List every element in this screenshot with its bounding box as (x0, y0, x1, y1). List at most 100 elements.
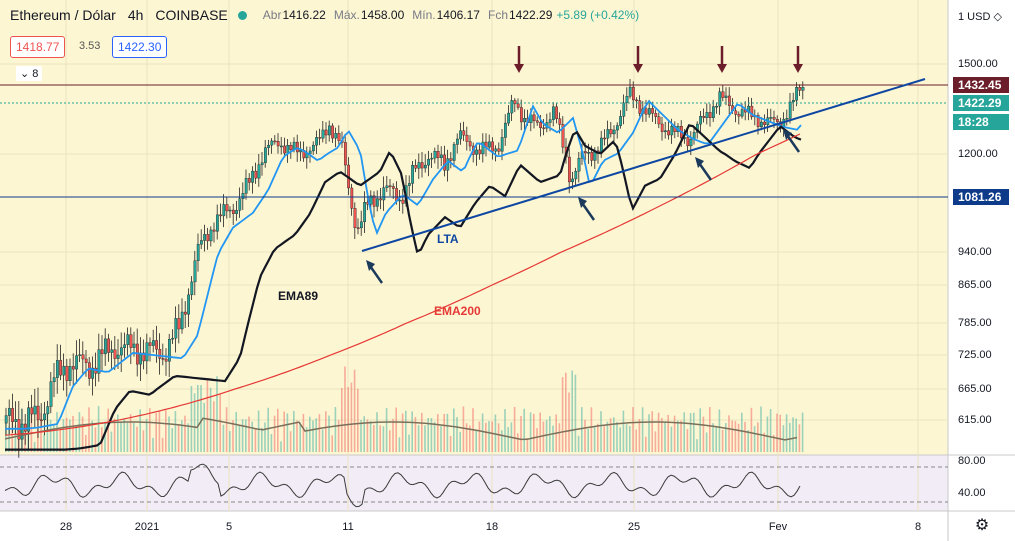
candle-body (145, 342, 149, 362)
indicators-toggle[interactable]: ⌄ 8 (16, 66, 43, 81)
currency-label[interactable]: 1 USD ◇ (958, 11, 1002, 23)
candle-body (587, 152, 591, 154)
candle-body (276, 141, 280, 147)
candle-body (622, 102, 626, 117)
candle-body (520, 107, 523, 123)
candle-body (196, 244, 200, 261)
time-label-2021: 2021 (134, 521, 160, 533)
volume-bar (651, 411, 653, 452)
volume-bar (341, 388, 343, 452)
volume-bar (177, 424, 180, 452)
time-label-18: 18 (485, 521, 499, 533)
ema-short-line (5, 99, 802, 430)
volume-bar (417, 425, 420, 452)
volume-bar (542, 421, 545, 452)
volume-bar (680, 420, 682, 452)
low-value: 1406.17 (436, 8, 480, 22)
volume-bar (545, 419, 548, 452)
candle-body (635, 99, 639, 102)
volume-bar (619, 427, 621, 452)
rsi-line (4, 463, 801, 508)
volume-bar (593, 427, 596, 452)
volume-bar (363, 416, 365, 452)
volume-bar (446, 413, 449, 452)
axis-label-1500: 1500.00 (958, 58, 998, 70)
candle-body (193, 260, 197, 283)
candle-body (382, 187, 386, 201)
volume-ma-line (4, 417, 798, 441)
volume-bar (782, 425, 785, 452)
time-label-28: 28 (59, 521, 73, 533)
candle-body (475, 149, 478, 155)
volume-bar (785, 414, 788, 452)
volume-bar (433, 421, 436, 452)
volume-bar (606, 421, 609, 452)
candle-body (228, 209, 232, 212)
volume-bar (693, 412, 695, 452)
volume-bar (469, 425, 471, 452)
volume-bar (648, 414, 650, 452)
volume-bar (136, 426, 138, 452)
high-label: Máx. (333, 8, 360, 22)
volume-bar (641, 407, 644, 452)
volume-bar (696, 439, 698, 452)
volume-bar (462, 406, 465, 452)
candle-body (123, 344, 127, 348)
candle-body (52, 377, 56, 382)
candle-body (273, 140, 277, 143)
candle-body (97, 349, 101, 374)
volume-bar (453, 408, 455, 452)
volume-bar (523, 408, 525, 452)
candle-body (244, 178, 248, 194)
volume-bar (72, 415, 74, 452)
volume-bar (369, 421, 372, 452)
candle-body (4, 415, 8, 424)
candle-body (427, 158, 430, 166)
candle-body (148, 342, 152, 346)
lta-label: LTA (437, 232, 459, 246)
candle-body (321, 129, 325, 139)
candle-body (222, 204, 226, 217)
volume-bar (353, 369, 356, 452)
volume-bar (437, 414, 439, 452)
volume-bar (654, 431, 657, 452)
sell-button[interactable]: 1418.77 (10, 36, 66, 58)
volume-bar (261, 427, 263, 452)
volume-bar (558, 423, 561, 452)
candle-body (324, 129, 328, 136)
candle-body (110, 349, 114, 353)
volume-bar (245, 419, 247, 452)
volume-bar (379, 425, 381, 452)
volume-bar (318, 414, 321, 452)
candle-body (788, 101, 792, 119)
candle-body (763, 121, 767, 125)
candle-body (619, 116, 623, 126)
volume-bar (59, 428, 61, 452)
volume-bar (638, 418, 641, 452)
volume-bar (65, 417, 68, 452)
volume-bar (171, 428, 173, 452)
candle-body (174, 318, 178, 339)
candle-body (328, 125, 331, 136)
volume-bar (56, 412, 58, 452)
candle-body (65, 365, 69, 381)
candle-body (568, 156, 571, 183)
candle-body (468, 141, 472, 147)
candle-body (801, 87, 805, 91)
volume-bar (366, 419, 369, 452)
candle-body (344, 142, 347, 166)
gear-icon[interactable]: ⚙ (974, 517, 990, 534)
symbol-name[interactable]: Ethereum / Dólar (10, 7, 116, 23)
candle-body (459, 130, 462, 140)
timeframe-label[interactable]: 4h (127, 7, 144, 23)
volume-bar (385, 408, 388, 452)
volume-bar (702, 416, 705, 452)
volume-bar (574, 374, 577, 452)
volume-bar (331, 435, 333, 452)
buy-button[interactable]: 1422.30 (112, 36, 168, 58)
volume-bar (286, 413, 289, 452)
volume-bar (110, 431, 113, 452)
volume-bar (789, 422, 791, 452)
volume-bar (155, 413, 157, 452)
